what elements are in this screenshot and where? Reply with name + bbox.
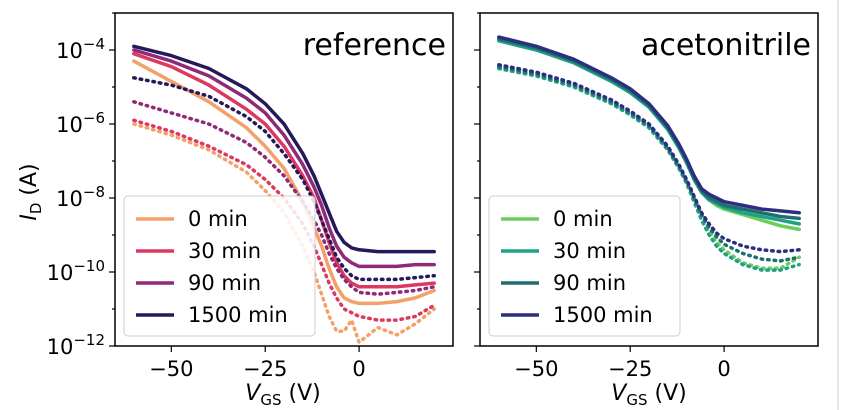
series-line-1500-min-solid — [497, 35, 801, 215]
y-axis-var: I — [17, 214, 42, 221]
x-tick-label: 0 — [352, 357, 365, 381]
legend-label: 30 min — [553, 239, 626, 263]
x-tick-label: −50 — [514, 357, 558, 381]
panel-acetonitrile-frame — [479, 12, 819, 347]
x-axis-label-acetonitrile: VGS (V) — [611, 381, 686, 409]
panel-acetonitrile-title: acetonitrile — [641, 28, 811, 63]
x-tick-label: −25 — [243, 357, 287, 381]
panel-acetonitrile-series — [497, 35, 801, 272]
legend-label: 90 min — [553, 271, 626, 295]
y-tick-label: 10−12 — [47, 331, 105, 359]
x-axis-var-reference: V — [245, 381, 262, 406]
x-axis-sub-reference: GS — [260, 391, 281, 409]
legend-frame — [488, 195, 681, 337]
x-axis-unit-reference: (V) — [282, 381, 321, 406]
panel-reference-ticks: −50 −25 0 10−4 10−6 10−8 10−10 10−12 — [47, 12, 366, 381]
y-axis-unit: (A) — [17, 163, 42, 202]
x-axis-unit-acetonitrile: (V) — [648, 381, 687, 406]
y-axis-sub: D — [27, 203, 45, 215]
y-axis-label: ID (A) — [17, 163, 45, 220]
series-line-1500-min-dotted — [497, 63, 801, 254]
legend-label: 0 min — [188, 207, 248, 231]
legend-label: 30 min — [188, 239, 261, 263]
series-line-0-min-dotted — [132, 122, 436, 345]
y-tick-label: 10−4 — [56, 35, 105, 63]
legend-label: 0 min — [553, 207, 613, 231]
x-axis-var-acetonitrile: V — [611, 381, 628, 406]
legend-label: 1500 min — [553, 303, 653, 327]
y-tick-label: 10−10 — [47, 257, 105, 285]
y-tick-label: 10−8 — [56, 183, 105, 211]
panel-acetonitrile-ticks: −50 −25 0 — [474, 12, 731, 381]
panel-reference-legend: 0 min 30 min 90 min 1500 min — [123, 195, 316, 337]
legend-frame — [123, 195, 316, 337]
legend-label: 90 min — [188, 271, 261, 295]
legend-label: 1500 min — [188, 303, 288, 327]
panel-acetonitrile-legend: 0 min 30 min 90 min 1500 min — [488, 195, 681, 337]
x-axis-sub-acetonitrile: GS — [626, 391, 647, 409]
x-axis-label-reference: VGS (V) — [245, 381, 320, 409]
series-line-0-min-solid — [132, 59, 436, 306]
panel-acetonitrile: −50 −25 0 acetonitrile 0 min 30 min 90 min 15… — [474, 12, 819, 409]
series-line-90-min-solid — [132, 48, 436, 269]
panel-reference-frame — [114, 12, 454, 347]
panel-reference-series — [132, 44, 436, 345]
series-line-90-min-dotted — [132, 100, 436, 296]
x-tick-label: 0 — [717, 357, 730, 381]
x-tick-label: −50 — [149, 357, 193, 381]
y-tick-label: 10−6 — [56, 109, 105, 137]
series-line-1500-min-solid — [132, 44, 436, 254]
series-line-30-min-dotted — [132, 118, 436, 322]
x-tick-label: −25 — [608, 357, 652, 381]
panel-reference-title: reference — [303, 28, 446, 63]
series-line-1500-min-dotted — [132, 76, 436, 282]
